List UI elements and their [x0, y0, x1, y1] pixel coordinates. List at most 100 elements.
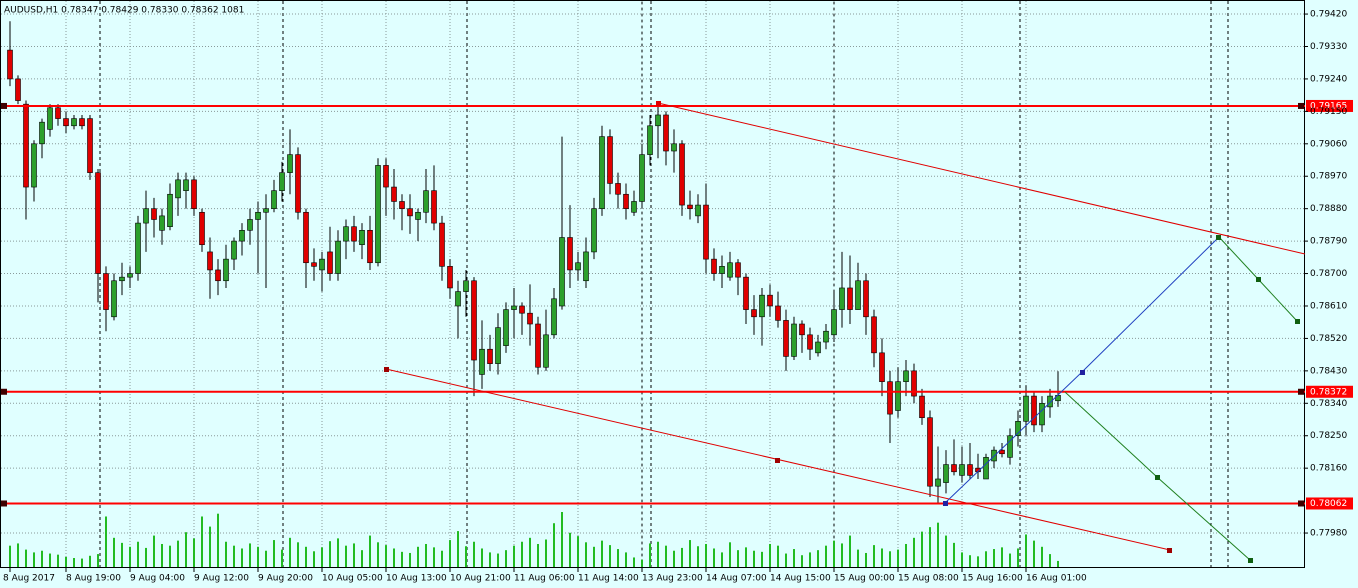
volume-bar — [585, 542, 587, 567]
candle-body — [479, 348, 485, 375]
volume-bar — [281, 549, 283, 567]
candle-body — [519, 305, 525, 314]
x-tick-label: 13 Aug 23:00 — [642, 574, 703, 584]
volume-bar — [25, 549, 27, 567]
x-tick-label: 9 Aug 12:00 — [194, 574, 249, 584]
level-handle — [1298, 388, 1304, 395]
y-tick-label: 0.78970 — [1310, 172, 1347, 182]
volume-bar — [497, 553, 499, 567]
volume-bar — [97, 554, 99, 567]
candle-body — [831, 309, 837, 336]
volume-bar — [65, 556, 67, 567]
volume-bar — [377, 542, 379, 567]
volume-bar — [801, 555, 803, 567]
volume-bar — [609, 545, 611, 567]
volume-bar — [545, 539, 547, 567]
volume-bar — [185, 532, 187, 567]
volume-bar — [249, 543, 251, 567]
volume-bar — [985, 551, 987, 567]
volume-bar — [561, 512, 563, 567]
candle-body — [263, 208, 269, 213]
x-tick-label: 15 Aug 00:00 — [834, 574, 895, 584]
volume-bar — [841, 543, 843, 567]
candle-body — [871, 316, 877, 354]
volume-bar — [481, 548, 483, 567]
volume-bar — [713, 548, 715, 567]
volume-bar — [217, 513, 219, 567]
volume-bar — [305, 546, 307, 567]
grid — [1, 1, 1305, 568]
candle-body — [527, 312, 533, 325]
candle-body — [679, 143, 685, 206]
volume-bar — [289, 537, 291, 567]
volume-bar — [81, 558, 83, 567]
volume-bar — [105, 516, 107, 567]
volume-bar — [825, 545, 827, 567]
anchor — [384, 367, 389, 372]
candle-body — [47, 107, 53, 130]
volume-bar — [465, 546, 467, 567]
volume-bar — [321, 547, 323, 567]
volume-bar — [473, 541, 475, 567]
volume-bar — [73, 558, 75, 567]
candle-body — [191, 179, 197, 209]
volume-bar — [41, 550, 43, 567]
candle-body — [671, 143, 677, 152]
volume-bar — [329, 541, 331, 567]
candle-body — [495, 327, 501, 364]
candle-body — [903, 370, 909, 382]
anchor — [1295, 319, 1300, 324]
candle-body — [607, 136, 613, 184]
volume-bar — [617, 549, 619, 567]
candle-body — [383, 165, 389, 188]
candle-body — [767, 294, 773, 307]
candle-body — [1031, 395, 1037, 426]
x-tick-label: 9 Aug 04:00 — [130, 574, 185, 584]
candle-body — [775, 305, 781, 321]
candle-body — [807, 334, 813, 350]
candle-body — [143, 208, 149, 224]
x-tick-label: 8 Aug 19:00 — [66, 574, 121, 584]
anchor — [1256, 277, 1261, 282]
x-tick-label: 15 Aug 16:00 — [962, 574, 1023, 584]
candle-body — [951, 464, 957, 473]
candle-body — [183, 179, 189, 191]
candle-body — [127, 273, 133, 278]
volume-bar — [881, 548, 883, 567]
volume-bar — [209, 526, 211, 567]
x-tick-label: 11 Aug 14:00 — [578, 574, 639, 584]
volume-bar — [137, 541, 139, 567]
y-tick-label: 0.78790 — [1310, 237, 1347, 247]
level-handle — [1, 500, 7, 507]
candle-body — [727, 262, 733, 278]
volume-bar — [761, 551, 763, 567]
candle-body — [95, 172, 101, 274]
candle-body — [751, 309, 757, 318]
candle-body — [287, 154, 293, 173]
candle-body — [367, 229, 373, 264]
candle-body — [1007, 435, 1013, 458]
volume-bar — [753, 550, 755, 567]
candle-body — [295, 154, 301, 213]
candle-body — [623, 193, 629, 209]
candle-body — [135, 222, 141, 274]
candle-body — [839, 287, 845, 310]
candle-body — [927, 417, 933, 487]
candle-body — [535, 323, 541, 368]
plot-area — [0, 0, 1305, 568]
candle-body — [823, 330, 829, 343]
candle-body — [39, 121, 45, 145]
anchor — [1216, 235, 1221, 240]
candle-body — [391, 186, 397, 202]
volume-bar — [241, 548, 243, 567]
candle-body — [271, 190, 277, 209]
volume-bar — [729, 542, 731, 567]
candle-body — [503, 309, 509, 346]
volume-bar — [273, 540, 275, 567]
candle-body — [935, 478, 941, 487]
volume-bar — [153, 535, 155, 567]
volume-bar — [433, 547, 435, 567]
volume-bar — [121, 542, 123, 567]
anchor — [1248, 558, 1253, 563]
volume-bar — [129, 546, 131, 567]
